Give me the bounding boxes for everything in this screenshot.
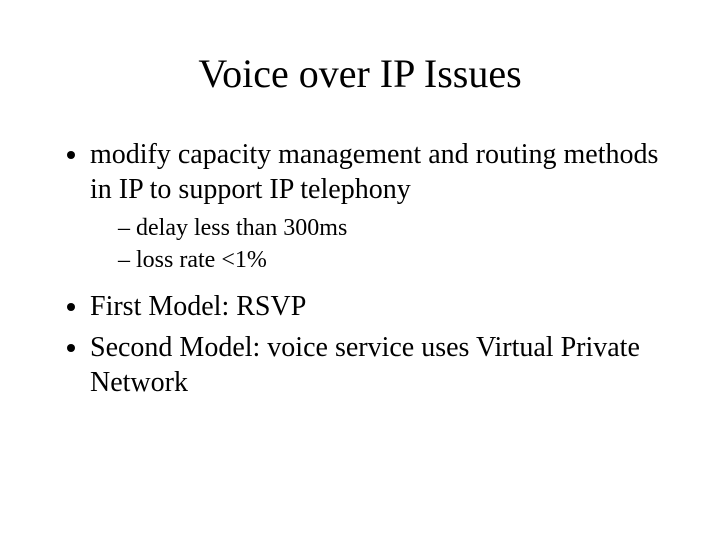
sub-bullet-text: loss rate <1% xyxy=(136,247,267,273)
sub-bullet-item: loss rate <1% xyxy=(118,245,660,275)
sub-bullet-text: delay less than 300ms xyxy=(136,215,347,241)
bullet-text: First Model: RSVP xyxy=(90,291,306,322)
bullet-text: modify capacity management and routing m… xyxy=(90,139,658,205)
slide-title: Voice over IP Issues xyxy=(60,50,660,97)
bullet-text: Second Model: voice service uses Virtual… xyxy=(90,332,640,398)
bullet-item: modify capacity management and routing m… xyxy=(90,137,660,275)
sub-bullet-list: delay less than 300ms loss rate <1% xyxy=(90,213,660,275)
bullet-item: Second Model: voice service uses Virtual… xyxy=(90,330,660,400)
bullet-list: modify capacity management and routing m… xyxy=(60,137,660,400)
sub-bullet-item: delay less than 300ms xyxy=(118,213,660,243)
slide: Voice over IP Issues modify capacity man… xyxy=(0,0,720,540)
bullet-item: First Model: RSVP xyxy=(90,289,660,324)
